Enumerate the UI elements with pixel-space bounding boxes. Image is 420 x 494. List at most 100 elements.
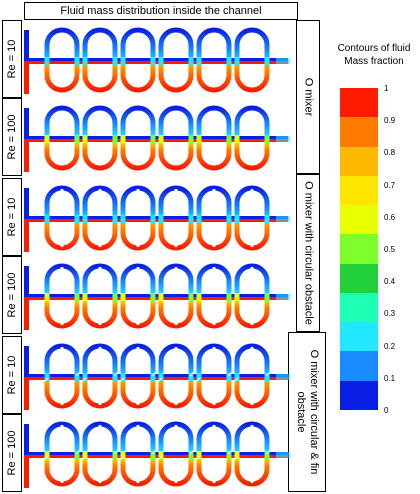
o-loop [196, 105, 232, 171]
color-scale-segment [340, 234, 378, 265]
fin-obstacle [227, 449, 233, 455]
circular-obstacle [212, 424, 216, 429]
o-loop [43, 421, 81, 487]
circular-obstacle [60, 424, 64, 429]
circular-obstacle [136, 424, 140, 429]
o-loop [234, 263, 270, 329]
color-scale-label: 0.6 [384, 212, 396, 222]
fin-obstacle [43, 377, 49, 383]
circular-obstacle [136, 266, 140, 271]
o-loop [81, 421, 119, 487]
fin-obstacle [233, 455, 239, 461]
o-loop [195, 421, 233, 487]
fin-obstacle [189, 371, 195, 377]
panel-o-mixer-re100 [24, 105, 290, 172]
circular-obstacle [136, 401, 140, 406]
circular-obstacle [212, 401, 216, 406]
circular-obstacle [98, 188, 102, 193]
mixer-channel [24, 263, 290, 330]
circular-obstacle [212, 321, 216, 326]
o-loop [120, 27, 156, 93]
fin-obstacle [265, 371, 271, 377]
color-scale-label: 0.7 [384, 180, 396, 190]
panel-circular-fin-re100 [24, 421, 290, 488]
fin-obstacle [113, 449, 119, 455]
legend-title: Contours of fluid Mass fraction [337, 43, 411, 67]
o-loop [233, 421, 271, 487]
circular-obstacle [98, 424, 102, 429]
circular-obstacle [250, 401, 254, 406]
color-scale-segment [340, 292, 378, 323]
fin-obstacle [195, 377, 201, 383]
circular-obstacle [174, 188, 178, 193]
re-label-4: Re = 100 [2, 256, 22, 334]
circular-obstacle [98, 321, 102, 326]
o-loop [82, 105, 118, 171]
o-loop [157, 343, 195, 409]
circular-obstacle [98, 243, 102, 248]
o-loop [81, 343, 119, 409]
circular-obstacle [174, 266, 178, 271]
circular-obstacle [250, 424, 254, 429]
o-loop [120, 105, 156, 171]
circular-obstacle [250, 321, 254, 326]
re-label-3: Re = 10 [2, 178, 22, 256]
re-label-5: Re = 10 [2, 336, 22, 414]
circular-obstacle [212, 188, 216, 193]
circular-obstacle [60, 266, 64, 271]
o-loop [44, 263, 80, 329]
o-loop [44, 105, 80, 171]
o-loop [158, 185, 194, 251]
color-scale-segment [340, 351, 378, 382]
circular-obstacle [174, 243, 178, 248]
circular-obstacle [174, 401, 178, 406]
fin-obstacle [119, 455, 125, 461]
circular-obstacle [98, 266, 102, 271]
circular-obstacle [250, 243, 254, 248]
mixer-channel [24, 185, 290, 252]
circular-obstacle [60, 188, 64, 193]
mixer-channel [24, 421, 290, 488]
o-loop [82, 263, 118, 329]
circular-obstacle [212, 479, 216, 484]
mixer-channel [24, 105, 290, 172]
color-scale-label: 0.9 [384, 116, 396, 126]
fin-obstacle [227, 371, 233, 377]
panel-circular-re10 [24, 185, 290, 252]
circular-obstacle [98, 479, 102, 484]
re-label-6: Re = 100 [2, 414, 22, 492]
o-loop [119, 343, 157, 409]
fin-obstacle [233, 377, 239, 383]
circular-obstacle [250, 479, 254, 484]
o-loop [43, 343, 81, 409]
color-scale-segment [340, 117, 378, 148]
o-loop [82, 27, 118, 93]
mixer-channel [24, 27, 290, 94]
circular-obstacle [60, 479, 64, 484]
o-loop [234, 27, 270, 93]
color-scale-segment [340, 205, 378, 235]
circular-obstacle [212, 243, 216, 248]
circular-obstacle [60, 243, 64, 248]
o-loop [233, 343, 271, 409]
color-scale-bar [340, 88, 378, 411]
color-scale-label: 0.3 [384, 309, 396, 319]
circular-obstacle [212, 346, 216, 351]
re-label-1: Re = 10 [2, 20, 22, 98]
circular-obstacle [174, 479, 178, 484]
o-loop [158, 105, 194, 171]
color-scale-label: 0.2 [384, 341, 396, 351]
circular-obstacle [60, 321, 64, 326]
circular-obstacle [136, 243, 140, 248]
panel-o-mixer-re10 [24, 27, 290, 94]
o-loop [196, 27, 232, 93]
fin-obstacle [151, 449, 157, 455]
o-loop [196, 185, 232, 251]
color-scale-label: 0.8 [384, 148, 396, 158]
color-scale-segment [340, 263, 378, 294]
circular-obstacle [174, 346, 178, 351]
color-scale-segment [340, 175, 378, 206]
fin-obstacle [81, 377, 87, 383]
circular-obstacle [98, 401, 102, 406]
circular-obstacle [136, 188, 140, 193]
